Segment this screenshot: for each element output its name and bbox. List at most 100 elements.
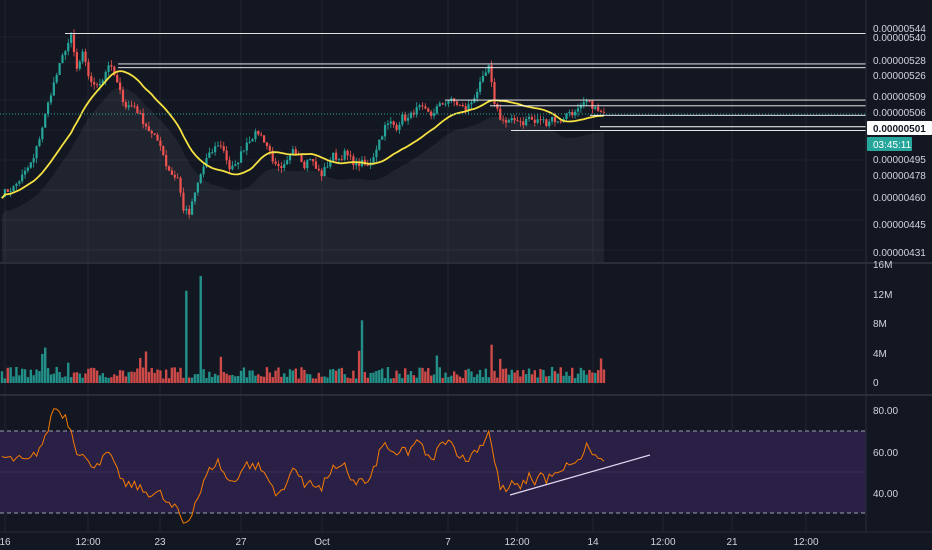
volume-bar bbox=[32, 375, 35, 383]
candle bbox=[277, 160, 280, 172]
volume-bar bbox=[516, 370, 519, 383]
volume-bar bbox=[107, 377, 110, 383]
candle-body bbox=[205, 157, 208, 167]
volume-bar bbox=[205, 377, 208, 383]
candle-body bbox=[510, 118, 513, 121]
price-pane[interactable] bbox=[0, 29, 866, 262]
volume-bar bbox=[196, 373, 200, 383]
candle-body bbox=[320, 170, 323, 177]
candle-body bbox=[32, 158, 35, 163]
candle bbox=[424, 103, 427, 110]
volume-bar bbox=[130, 371, 133, 383]
candle-body bbox=[311, 159, 315, 162]
horizontal-level-lines[interactable] bbox=[65, 32, 866, 132]
candle bbox=[326, 161, 329, 169]
candle-body bbox=[170, 170, 174, 175]
volume-label: 4M bbox=[873, 349, 887, 360]
volume-bar bbox=[72, 372, 76, 383]
candle-body bbox=[487, 65, 490, 73]
candle-body bbox=[375, 149, 378, 158]
candle-body bbox=[568, 111, 571, 114]
volume-bar bbox=[329, 369, 332, 383]
volume-bar bbox=[504, 368, 508, 383]
candle bbox=[329, 157, 332, 169]
candle-body bbox=[199, 174, 202, 184]
volume-bar bbox=[67, 362, 70, 383]
candle-body bbox=[3, 189, 6, 197]
price-label: 0.00000526 bbox=[873, 71, 926, 82]
candle-body bbox=[516, 120, 519, 122]
candle bbox=[591, 100, 594, 114]
candle-body bbox=[286, 160, 289, 165]
candle bbox=[548, 119, 551, 129]
price-axis[interactable]: 0.00000544 0.00000540 0.00000528 0.00000… bbox=[867, 24, 932, 259]
candle bbox=[530, 114, 534, 120]
volume-bar bbox=[602, 369, 606, 383]
time-label: 27 bbox=[235, 537, 247, 548]
volume-label: 12M bbox=[873, 290, 892, 301]
rsi-axis[interactable]: 80.00 60.00 40.00 bbox=[873, 406, 898, 500]
candle bbox=[199, 172, 202, 185]
candle bbox=[116, 70, 119, 83]
time-axis[interactable]: 16 12:00 23 27 Oct 7 12:00 14 12:00 21 1… bbox=[0, 537, 819, 548]
candle-body bbox=[539, 119, 542, 121]
candle bbox=[214, 142, 217, 156]
candle bbox=[441, 102, 444, 105]
candle-body bbox=[294, 149, 297, 154]
candle-body bbox=[271, 150, 274, 162]
candle-body bbox=[23, 170, 27, 175]
volume-bar bbox=[69, 377, 73, 383]
price-label: 0.00000540 bbox=[873, 33, 926, 44]
rsi-trendline-drawing[interactable] bbox=[509, 454, 651, 496]
candle bbox=[309, 158, 312, 161]
candle-body bbox=[18, 181, 21, 184]
volume-bar bbox=[352, 370, 355, 383]
candle bbox=[398, 121, 401, 134]
candle-body bbox=[136, 106, 139, 113]
volume-pane[interactable] bbox=[0, 276, 606, 383]
candle bbox=[61, 52, 64, 64]
candle-body bbox=[46, 102, 50, 114]
volume-bar bbox=[582, 370, 585, 383]
volume-bar bbox=[395, 370, 398, 383]
candle bbox=[133, 102, 136, 109]
candle bbox=[427, 107, 430, 113]
candle-body bbox=[432, 113, 436, 116]
candle-body bbox=[337, 159, 341, 161]
volume-bar bbox=[585, 374, 588, 383]
rsi-pane[interactable] bbox=[0, 408, 866, 524]
candle bbox=[565, 112, 568, 121]
volume-bar bbox=[522, 369, 525, 383]
candle bbox=[303, 160, 306, 171]
volume-bar bbox=[81, 377, 84, 383]
candle-body bbox=[329, 160, 332, 167]
volume-bar bbox=[363, 372, 367, 383]
candle-body bbox=[242, 150, 246, 152]
volume-bar bbox=[556, 373, 560, 383]
candle bbox=[121, 86, 125, 106]
candle-body bbox=[234, 164, 237, 166]
candle bbox=[55, 72, 58, 85]
volume-axis[interactable]: 16M 12M 8M 4M 0 bbox=[873, 260, 892, 389]
volume-bar bbox=[173, 367, 176, 383]
candle-body bbox=[196, 183, 199, 193]
volume-bar bbox=[542, 369, 545, 383]
candle-body bbox=[378, 139, 381, 150]
volume-bar bbox=[314, 378, 318, 383]
candle-body bbox=[182, 192, 185, 211]
time-label: 14 bbox=[587, 537, 599, 548]
candle bbox=[142, 108, 145, 129]
volume-bar bbox=[283, 373, 286, 383]
candle bbox=[21, 169, 24, 184]
candle bbox=[93, 77, 96, 90]
volume-bar bbox=[380, 368, 384, 383]
candle bbox=[15, 182, 18, 190]
volume-bar bbox=[579, 367, 583, 383]
volume-bar bbox=[222, 371, 225, 383]
volume-bar bbox=[340, 367, 344, 383]
volume-bar bbox=[507, 374, 511, 383]
candle bbox=[409, 111, 413, 120]
candle-body bbox=[283, 164, 286, 168]
candle-body bbox=[576, 108, 580, 112]
